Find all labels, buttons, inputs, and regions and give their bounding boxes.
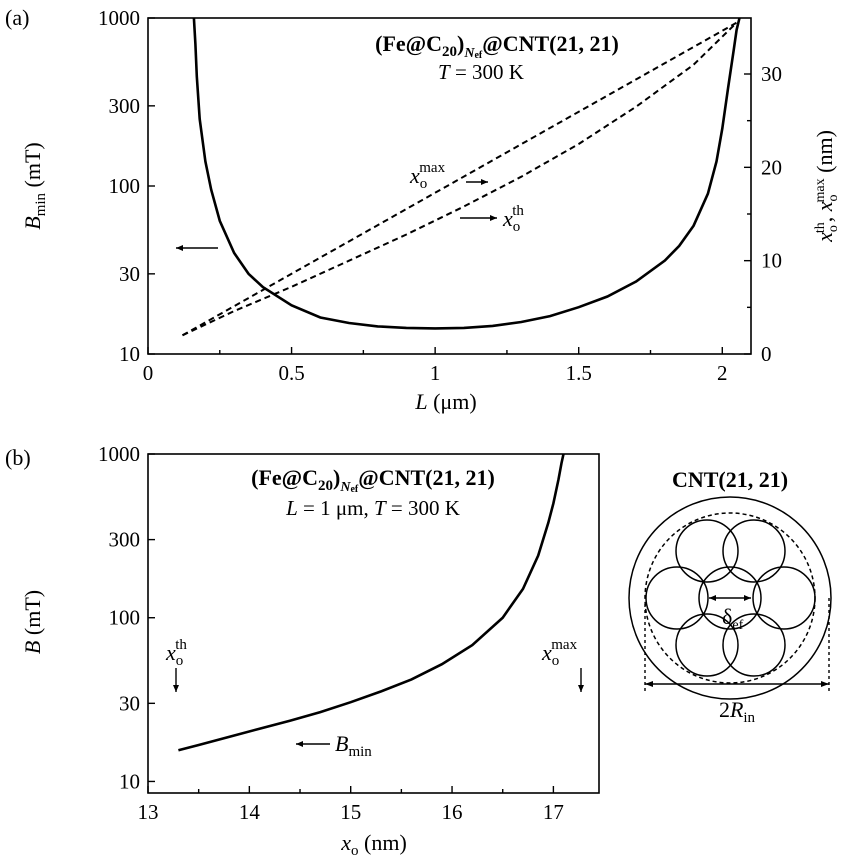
fullerene-top-right: [722, 519, 786, 583]
x-tick-label: 13: [138, 800, 159, 824]
annotation-xomax: xomax: [409, 160, 488, 192]
y2-tick-label: 30: [761, 62, 782, 86]
panel-b-series: [178, 453, 565, 752]
panel-b-label: (b): [5, 445, 31, 470]
series-line-0: [192, 17, 741, 330]
y-tick-label: 300: [109, 528, 141, 552]
arrowhead: [744, 595, 751, 601]
x-tick-label: 15: [340, 800, 361, 824]
panel-a-series: [182, 17, 741, 337]
arrowhead: [821, 681, 829, 687]
x-tick-label: 14: [239, 800, 261, 824]
panel-b-plot-frame: [147, 453, 600, 794]
x-tick-label: 0.5: [278, 361, 304, 385]
diameter-label: 2Rin: [719, 697, 756, 726]
arrowhead: [709, 595, 716, 601]
panel-a-title: (Fe@C20)Nef@CNT(21, 21): [375, 31, 619, 61]
panel-b-x-ticks: 13 14 15 16 17: [138, 786, 564, 824]
fullerene-right: [752, 566, 816, 630]
y-tick-label: 100: [109, 174, 141, 198]
svg-text:xomax: xomax: [409, 160, 446, 192]
panel-a-y2-ticks: 0 10 20 30: [744, 62, 782, 366]
panel-a-x-ticks: 0 0.5 1 1.5 2: [143, 347, 728, 385]
panel-a-label: (a): [5, 5, 29, 30]
panel-b-y-ticks: 10 30 100 300 1000: [98, 442, 155, 793]
y-tick-label: 1000: [98, 442, 140, 466]
arrowhead: [645, 681, 653, 687]
panel-a-y-ticks: 10 30 100 300 1000: [98, 6, 155, 366]
fullerene-bottom-left: [675, 613, 739, 677]
cnt-outer-wall: [628, 496, 832, 700]
y-tick-label: 10: [119, 769, 140, 793]
annotation-xomax-marker: xomax: [541, 637, 584, 692]
fullerene-bottom-right: [722, 613, 786, 677]
x-tick-label: 0: [143, 361, 154, 385]
arrowhead: [296, 741, 303, 747]
x-tick-label: 1.5: [566, 361, 592, 385]
arrowhead: [481, 179, 488, 185]
y2-tick-label: 10: [761, 249, 782, 273]
svg-text:xoth: xoth: [502, 203, 524, 235]
inset-title: CNT(21, 21): [672, 467, 788, 492]
x-tick-label: 2: [717, 361, 728, 385]
y-tick-label: 10: [119, 342, 140, 366]
series-line-0: [178, 453, 565, 752]
y-tick-label: 30: [119, 691, 140, 715]
arrowhead: [176, 245, 183, 251]
annotation-xoth-marker: xoth: [165, 637, 187, 692]
fullerene-left: [645, 566, 709, 630]
delta-ef-label: δef: [722, 604, 744, 633]
fullerene-center: [698, 566, 762, 630]
x-tick-label: 16: [442, 800, 463, 824]
svg-text:xoth: xoth: [165, 637, 187, 669]
annotation-bmin: Bmin: [296, 731, 372, 760]
arrowhead: [173, 685, 179, 692]
y2-tick-label: 20: [761, 155, 782, 179]
panel-b-x-label: xo (nm): [340, 830, 407, 859]
y-tick-label: 30: [119, 262, 140, 286]
x-tick-label: 1: [430, 361, 441, 385]
y2-tick-label: 0: [761, 342, 772, 366]
svg-text:Bmin: Bmin: [335, 731, 372, 760]
y-tick-label: 100: [109, 606, 141, 630]
fullerene-top-left: [675, 519, 739, 583]
panel-a-x-label: L (μm): [414, 389, 476, 414]
y-tick-label: 300: [109, 94, 141, 118]
arrowhead: [490, 215, 497, 221]
arrowhead: [578, 685, 584, 692]
panel-b-title: (Fe@C20)Nef@CNT(21, 21): [251, 465, 495, 495]
panel-a-y-label: Bmin (mT): [20, 142, 49, 230]
panel-b-subtitle: L = 1 μm, T = 300 K: [285, 496, 460, 520]
y-tick-label: 1000: [98, 6, 140, 30]
panel-b-y-label: B (mT): [20, 590, 45, 654]
svg-text:xomax: xomax: [541, 637, 578, 669]
series-line-2: [182, 21, 738, 337]
x-tick-label: 17: [543, 800, 564, 824]
cnt-schematic: CNT(21, 21) δef 2Rin: [628, 467, 832, 726]
panel-a-subtitle: T = 300 K: [438, 60, 524, 84]
panel-b: (b) 13 14 15 16 17 10 30 100 300 1000 (Fe@C20)Ne…: [5, 442, 600, 859]
annotation-xoth: xoth: [460, 203, 524, 235]
series-line-1: [182, 21, 738, 337]
annotation-left-axis-arrow: [176, 245, 218, 251]
panel-a-y2-label: xoth, xomax (nm): [812, 130, 841, 243]
